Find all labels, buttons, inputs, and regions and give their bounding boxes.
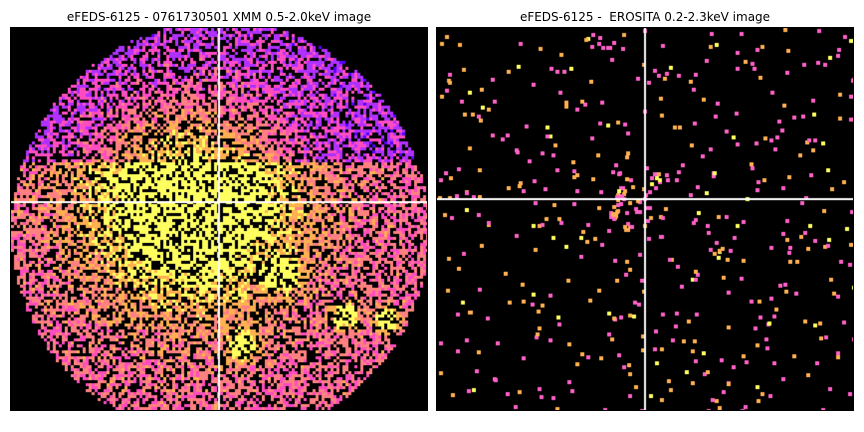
erosita-image [436, 27, 854, 411]
xmm-image [10, 27, 428, 411]
xmm-panel-title: eFEDS-6125 - 0761730501 XMM 0.5-2.0keV i… [66, 10, 372, 24]
erosita-panel-title: eFEDS-6125 - EROSITA 0.2-2.3keV image [519, 10, 771, 24]
